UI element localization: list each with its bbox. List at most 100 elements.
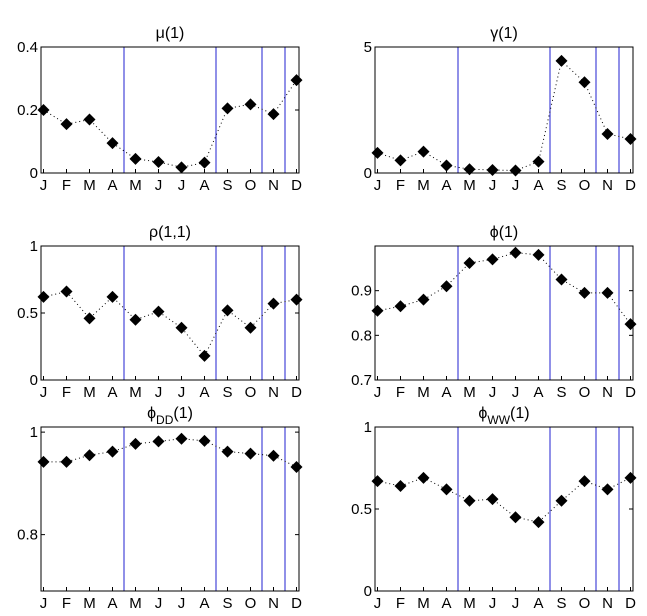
x-tick-label: D [625,384,636,401]
data-point-f-2 [60,118,73,131]
x-tick-label: A [441,177,451,194]
data-point-m-3 [83,449,96,462]
plot-frame [40,426,300,592]
x-tick-label: O [245,595,257,612]
x-tick-label: F [62,177,71,194]
data-point-f-2 [60,455,73,468]
x-tick-label: F [396,595,405,612]
x-tick-label: N [602,384,613,401]
data-point-s-9 [555,54,568,67]
series-connector-line [377,252,631,325]
y-tick-label: 0.7 [351,372,372,389]
y-tick-label: 0 [30,165,38,182]
data-point-f-2 [394,480,407,493]
data-point-m-5 [463,494,476,507]
x-tick-label: A [199,595,209,612]
panel-2: γ(1)05J F M A M J J A S O N D [364,25,637,194]
data-point-d-12 [624,132,637,145]
x-tick-label: M [417,384,430,401]
x-tick-label: A [199,177,209,194]
x-tick-label: F [396,384,405,401]
data-point-j-7 [175,432,188,445]
data-point-o-10 [244,321,257,334]
data-point-j-1 [371,146,384,159]
x-tick-label: F [62,595,71,612]
data-point-m-3 [417,471,430,484]
data-point-s-9 [555,494,568,507]
data-point-n-11 [601,483,614,496]
panel-3: ρ(1,1)00.51J F M A M J J A S O N D [17,224,303,401]
y-tick-label: 0 [364,165,372,182]
data-point-j-1 [37,290,50,303]
panel-title: ρ(1,1) [149,224,191,241]
data-point-j-1 [37,455,50,468]
y-tick-label: 0.5 [17,305,38,322]
y-tick-label: 0 [364,583,372,600]
data-point-j-6 [486,493,499,506]
data-point-f-2 [60,285,73,298]
x-tick-label: M [417,177,430,194]
x-tick-label: M [83,595,96,612]
x-tick-label: N [602,177,613,194]
data-point-a-4 [440,159,453,172]
x-tick-label: M [463,595,476,612]
x-tick-label: A [441,595,451,612]
x-tick-label: A [107,595,117,612]
y-tick-label: 0.9 [351,283,372,300]
x-tick-label: A [199,384,209,401]
x-tick-label: J [155,595,163,612]
x-tick-label: N [268,595,279,612]
data-point-n-11 [601,286,614,299]
series-connector-line [377,59,631,172]
y-tick-label: 1 [30,238,38,255]
x-tick-label: D [625,595,636,612]
x-tick-label: M [417,595,430,612]
series-connector-line [43,291,297,357]
x-tick-label: J [512,595,520,612]
x-tick-label: N [268,177,279,194]
x-tick-label: D [291,384,302,401]
data-point-d-12 [290,293,303,306]
data-point-j-6 [486,253,499,266]
x-tick-label: D [291,595,302,612]
panel-title: γ(1) [490,25,518,42]
data-point-j-7 [509,246,522,259]
x-tick-label: J [178,595,186,612]
data-point-a-8 [198,349,211,362]
x-tick-label: O [579,595,591,612]
x-tick-label: M [83,384,96,401]
data-point-o-10 [578,475,591,488]
data-point-d-12 [290,460,303,473]
x-tick-label: M [129,595,142,612]
data-point-a-4 [440,280,453,293]
data-point-n-11 [267,108,280,121]
x-tick-label: O [245,384,257,401]
data-point-s-9 [221,304,234,317]
x-tick-label: A [533,384,543,401]
data-point-a-4 [440,483,453,496]
x-tick-label: J [178,177,186,194]
data-point-s-9 [555,273,568,286]
panel-4: ϕ(1)0.70.80.9J F M A M J J A S O N D [351,224,637,401]
data-point-j-1 [371,475,384,488]
data-point-f-2 [394,300,407,313]
data-point-m-5 [463,256,476,269]
x-tick-label: M [83,177,96,194]
panel-title: ϕWW(1) [478,405,529,427]
x-tick-label: N [268,384,279,401]
y-tick-label: 0.2 [17,102,38,119]
data-point-j-1 [371,304,384,317]
x-tick-label: S [556,595,566,612]
plot-frame [374,46,634,174]
x-tick-label: O [245,177,257,194]
x-tick-label: A [107,384,117,401]
panel-6: ϕWW(1)00.51J F M A M J J A S O N D [351,405,637,612]
x-tick-label: J [512,384,520,401]
data-point-o-10 [244,98,257,111]
x-tick-label: N [602,595,613,612]
data-point-f-2 [394,154,407,167]
x-tick-label: S [222,595,232,612]
data-point-s-9 [221,445,234,458]
x-tick-label: S [222,384,232,401]
